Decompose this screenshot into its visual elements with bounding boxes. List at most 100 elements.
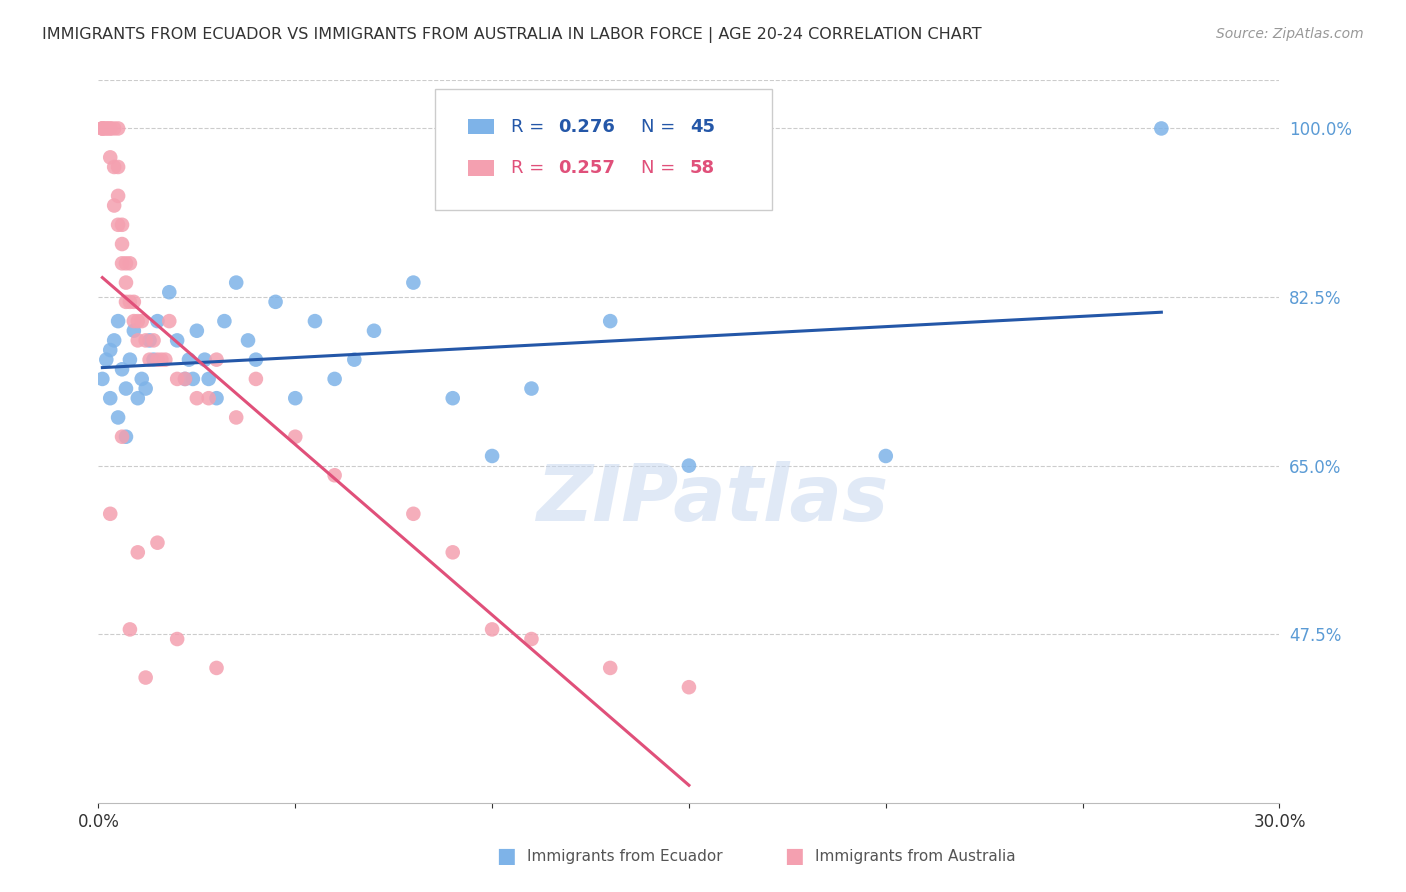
Point	[157, 285, 180, 300]
Point	[186, 391, 208, 405]
Point	[111, 237, 134, 252]
Point	[118, 352, 141, 367]
Point	[111, 362, 134, 376]
Point	[225, 276, 247, 290]
Point	[363, 324, 385, 338]
Point	[107, 314, 129, 328]
Text: 45: 45	[690, 118, 716, 136]
Point	[599, 661, 621, 675]
Point	[91, 121, 114, 136]
Text: 58: 58	[690, 160, 716, 178]
Point	[111, 256, 134, 270]
Point	[122, 324, 145, 338]
Point	[343, 352, 366, 367]
Point	[174, 372, 197, 386]
Point	[205, 661, 228, 675]
Point	[131, 314, 153, 328]
Point	[402, 507, 425, 521]
Point	[166, 632, 188, 646]
Point	[177, 352, 200, 367]
Point	[205, 391, 228, 405]
Point	[91, 121, 114, 136]
Point	[98, 507, 121, 521]
Point	[214, 314, 236, 328]
Point	[323, 468, 346, 483]
Point	[157, 314, 180, 328]
Point	[146, 314, 169, 328]
Point	[323, 372, 346, 386]
Point	[96, 121, 118, 136]
Point	[118, 623, 141, 637]
Point	[103, 121, 125, 136]
Point	[127, 334, 149, 348]
Text: Immigrants from Ecuador: Immigrants from Ecuador	[527, 849, 723, 863]
Point	[122, 294, 145, 309]
Point	[146, 352, 169, 367]
Point	[91, 372, 114, 386]
Point	[115, 256, 138, 270]
Point	[115, 382, 138, 396]
Point	[111, 218, 134, 232]
Point	[1150, 121, 1173, 136]
Point	[197, 391, 219, 405]
Text: Source: ZipAtlas.com: Source: ZipAtlas.com	[1216, 27, 1364, 41]
Point	[678, 458, 700, 473]
Point	[107, 121, 129, 136]
Text: R =: R =	[510, 118, 550, 136]
Point	[402, 276, 425, 290]
Point	[186, 324, 208, 338]
Text: 0.257: 0.257	[558, 160, 614, 178]
Point	[115, 276, 138, 290]
Point	[150, 352, 173, 367]
Text: N =: N =	[641, 118, 681, 136]
Point	[174, 372, 197, 386]
Point	[103, 198, 125, 212]
Text: ZIPatlas: ZIPatlas	[537, 461, 889, 537]
Point	[127, 314, 149, 328]
Point	[520, 632, 543, 646]
Point	[245, 372, 267, 386]
Point	[135, 382, 157, 396]
Point	[135, 334, 157, 348]
Point	[115, 430, 138, 444]
Point	[678, 680, 700, 694]
FancyBboxPatch shape	[468, 119, 494, 135]
Point	[181, 372, 204, 386]
Point	[103, 334, 125, 348]
Point	[284, 430, 307, 444]
Point	[96, 121, 118, 136]
Point	[98, 121, 121, 136]
Point	[107, 410, 129, 425]
Point	[107, 160, 129, 174]
FancyBboxPatch shape	[468, 161, 494, 177]
Point	[264, 294, 287, 309]
Point	[236, 334, 259, 348]
Point	[284, 391, 307, 405]
Point	[127, 545, 149, 559]
Point	[98, 121, 121, 136]
Text: 0.276: 0.276	[558, 118, 614, 136]
Point	[142, 334, 165, 348]
FancyBboxPatch shape	[434, 89, 772, 211]
Point	[304, 314, 326, 328]
Text: N =: N =	[641, 160, 681, 178]
Point	[245, 352, 267, 367]
Point	[194, 352, 217, 367]
Text: Immigrants from Australia: Immigrants from Australia	[815, 849, 1017, 863]
Point	[481, 623, 503, 637]
Text: IMMIGRANTS FROM ECUADOR VS IMMIGRANTS FROM AUSTRALIA IN LABOR FORCE | AGE 20-24 : IMMIGRANTS FROM ECUADOR VS IMMIGRANTS FR…	[42, 27, 981, 43]
Point	[875, 449, 897, 463]
Text: ■: ■	[496, 847, 516, 866]
Point	[197, 372, 219, 386]
Point	[135, 671, 157, 685]
Point	[118, 294, 141, 309]
Point	[166, 334, 188, 348]
Point	[118, 256, 141, 270]
Point	[122, 314, 145, 328]
Text: R =: R =	[510, 160, 550, 178]
Point	[441, 545, 464, 559]
Text: ■: ■	[785, 847, 804, 866]
Point	[115, 294, 138, 309]
Point	[91, 121, 114, 136]
Point	[225, 410, 247, 425]
